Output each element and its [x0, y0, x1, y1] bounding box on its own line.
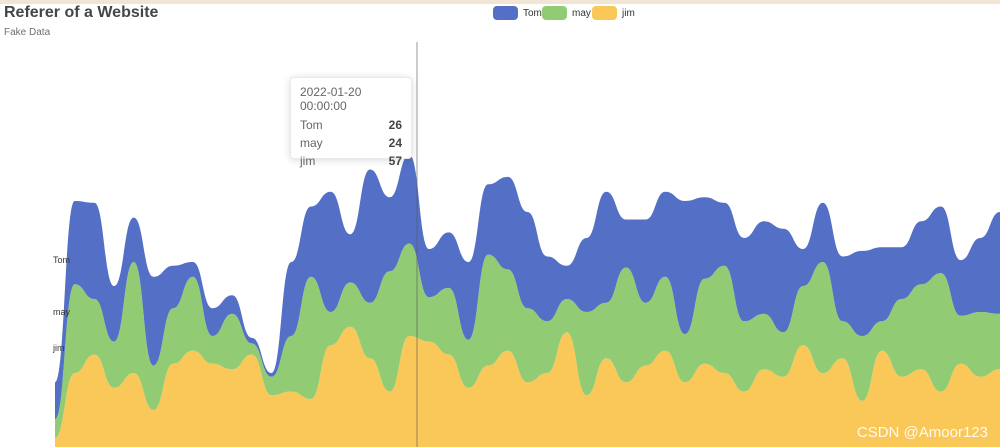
river-layer-tom[interactable]	[55, 154, 1000, 420]
series-axis-label-tom: Tom	[53, 255, 70, 265]
tooltip-series-name: Tom	[300, 118, 323, 132]
chart-title: Referer of a Website	[4, 4, 159, 21]
river-layer-may[interactable]	[55, 243, 1000, 438]
tooltip-series-value: 24	[388, 136, 402, 150]
tooltip-row-may: may 24	[300, 134, 402, 152]
legend-swatch-jim	[592, 6, 617, 20]
tooltip-series-value: 57	[388, 154, 402, 168]
tooltip-series-value: 26	[388, 118, 402, 132]
legend-item-tom[interactable]: Tom	[493, 6, 542, 20]
tooltip-title: 2022-01-20 00:00:00	[300, 85, 362, 113]
tooltip-row-jim: jim 57	[300, 152, 402, 170]
tooltip: 2022-01-20 00:00:00 Tom 26 may 24 jim 57	[290, 77, 412, 168]
legend-swatch-tom	[493, 6, 518, 20]
legend-swatch-may	[542, 6, 567, 20]
legend: Tom may jim	[0, 6, 1000, 22]
top-strip	[0, 0, 1000, 4]
series-axis-label-jim: jim	[52, 343, 65, 353]
river-layer-jim[interactable]	[55, 326, 1000, 447]
tooltip-series-name: jim	[300, 154, 316, 168]
tooltip-row-tom: Tom 26	[300, 116, 402, 134]
series-axis-label-may: may	[53, 307, 71, 317]
legend-label-jim: jim	[622, 7, 635, 19]
series-axis-labels: Tom may jim	[52, 255, 71, 353]
tooltip-series-name: may	[300, 136, 323, 150]
watermark: CSDN @Amoor123	[856, 424, 988, 441]
legend-item-may[interactable]: may	[542, 6, 591, 20]
legend-item-jim[interactable]: jim	[592, 6, 635, 20]
legend-label-tom: Tom	[523, 7, 542, 19]
river-layers	[55, 154, 1000, 447]
legend-label-may: may	[572, 7, 591, 19]
chart-subtitle: Fake Data	[4, 27, 51, 38]
